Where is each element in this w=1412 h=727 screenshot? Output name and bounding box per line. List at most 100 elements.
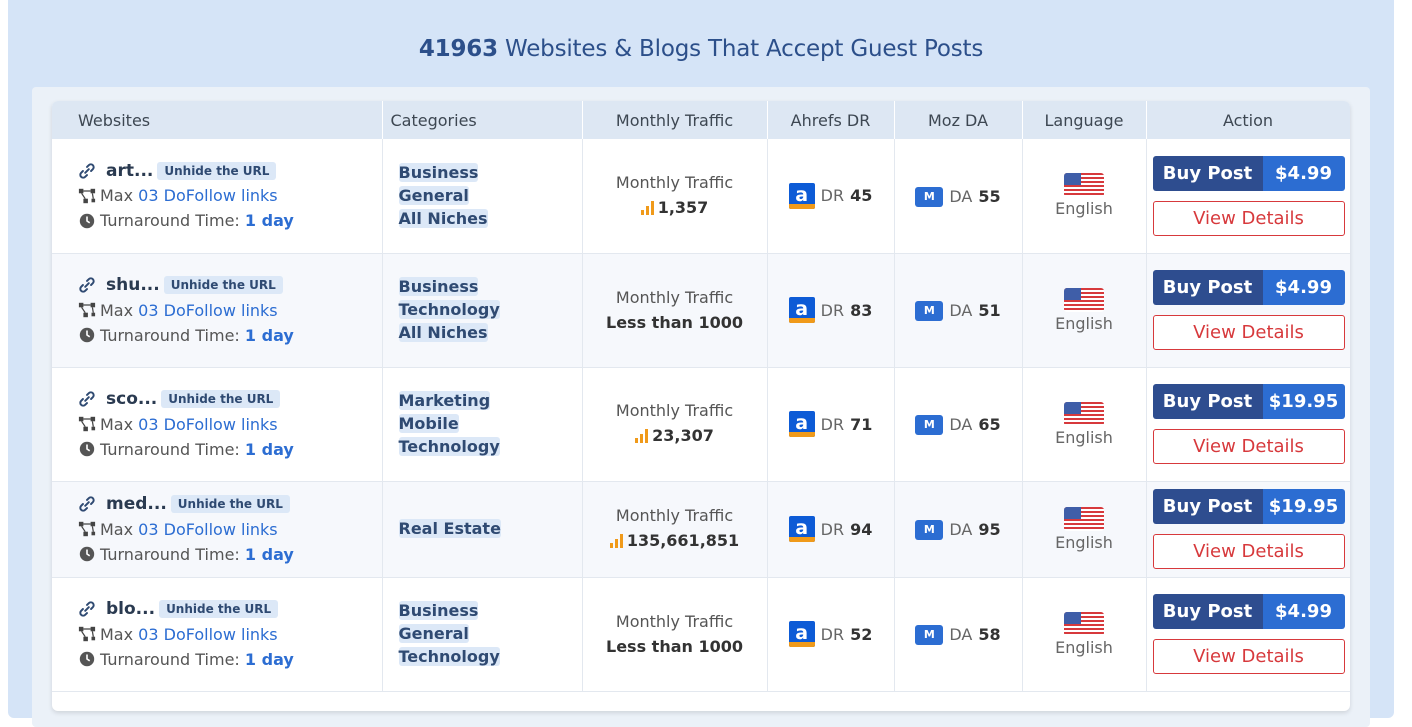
- categories-cell: Business General All Niches: [382, 139, 583, 254]
- traffic-value: Less than 1000: [606, 313, 743, 332]
- nodes-icon: [78, 187, 96, 205]
- traffic-label: Monthly Traffic: [615, 288, 734, 307]
- traffic-value: 23,307: [652, 425, 714, 445]
- site-name[interactable]: art...: [106, 160, 154, 181]
- us-flag-icon: [1064, 611, 1104, 636]
- language-cell: English: [1022, 481, 1147, 578]
- price[interactable]: $19.95: [1262, 384, 1345, 419]
- nodes-icon: [78, 520, 96, 538]
- buy-post-label[interactable]: Buy Post: [1152, 270, 1263, 305]
- price[interactable]: $4.99: [1262, 594, 1345, 629]
- table-row: sco... Unhide the URL Max 03 DoFollow li…: [52, 367, 1350, 482]
- unhide-url-button[interactable]: Unhide the URL: [157, 161, 277, 180]
- buy-post-label[interactable]: Buy Post: [1152, 155, 1263, 191]
- nodes-icon: [78, 625, 96, 643]
- col-header-ahrefs-dr[interactable]: Ahrefs DR: [767, 101, 895, 139]
- clock-icon: [78, 545, 96, 563]
- ahrefs-dr-cell: a DR 52: [767, 577, 895, 692]
- category-tag[interactable]: All Niches: [398, 323, 488, 342]
- traffic-cell: Monthly Traffic Less than 1000: [582, 577, 768, 692]
- traffic-cell: Monthly Traffic 23,307: [582, 367, 768, 482]
- ahrefs-icon: a: [788, 297, 815, 323]
- turnaround-label: Turnaround Time:: [100, 325, 240, 345]
- buy-post-label[interactable]: Buy Post: [1152, 594, 1263, 629]
- site-name[interactable]: med...: [106, 494, 167, 514]
- category-tag[interactable]: Technology: [398, 647, 500, 666]
- col-header-language[interactable]: Language: [1022, 101, 1147, 139]
- turnaround-label: Turnaround Time:: [100, 649, 240, 669]
- turnaround-label: Turnaround Time:: [100, 211, 240, 231]
- buy-post-label[interactable]: Buy Post: [1152, 384, 1263, 419]
- site-name[interactable]: sco...: [106, 389, 158, 409]
- traffic-bars-icon: [640, 200, 655, 215]
- ahrefs-icon: a: [788, 621, 815, 647]
- link-icon: [78, 276, 96, 294]
- ahrefs-dr-cell: a DR 45: [767, 139, 895, 254]
- turnaround-value: 1 day: [244, 325, 294, 345]
- turnaround-value: 1 day: [244, 439, 294, 459]
- view-details-button[interactable]: View Details: [1152, 534, 1345, 569]
- category-tag[interactable]: General: [398, 624, 469, 643]
- traffic-bars-icon: [635, 428, 649, 444]
- category-tag[interactable]: Technology: [398, 437, 500, 456]
- action-cell: Buy Post $4.99 View Details: [1146, 577, 1350, 692]
- view-details-button[interactable]: View Details: [1152, 429, 1345, 464]
- col-header-websites[interactable]: Websites: [52, 101, 383, 139]
- buy-post-button[interactable]: Buy Post $19.95: [1152, 384, 1345, 419]
- ahrefs-icon-letter: a: [795, 412, 809, 434]
- price[interactable]: $4.99: [1262, 270, 1345, 305]
- moz-da-cell: M DA 51: [894, 253, 1023, 368]
- view-details-button[interactable]: View Details: [1152, 200, 1345, 236]
- traffic-label: Monthly Traffic: [615, 400, 734, 420]
- language-value: English: [1055, 313, 1113, 333]
- da-label: DA: [949, 625, 973, 645]
- buy-post-label[interactable]: Buy Post: [1152, 489, 1263, 524]
- turnaround-label: Turnaround Time:: [100, 439, 240, 459]
- col-header-action: Action: [1146, 101, 1350, 139]
- col-header-categories[interactable]: Categories: [382, 101, 583, 139]
- language-value: English: [1055, 532, 1113, 552]
- us-flag-icon: [1064, 173, 1104, 198]
- buy-post-button[interactable]: Buy Post $4.99: [1152, 594, 1345, 629]
- ahrefs-dr-cell: a DR 94: [767, 481, 895, 578]
- max-label: Max: [100, 414, 134, 434]
- buy-post-button[interactable]: Buy Post $4.99: [1152, 270, 1345, 305]
- unhide-url-button[interactable]: Unhide the URL: [163, 276, 283, 294]
- view-details-button[interactable]: View Details: [1152, 315, 1345, 350]
- buy-post-button[interactable]: Buy Post $4.99: [1152, 155, 1345, 191]
- category-tag[interactable]: Business: [398, 601, 479, 620]
- price[interactable]: $4.99: [1262, 155, 1345, 191]
- action-cell: Buy Post $4.99 View Details: [1146, 253, 1350, 368]
- dr-label: DR: [820, 519, 845, 539]
- category-tag[interactable]: General: [398, 185, 469, 205]
- site-name[interactable]: blo...: [106, 599, 156, 619]
- view-details-button[interactable]: View Details: [1152, 639, 1345, 674]
- clock-icon: [78, 650, 96, 668]
- page-background: 41963 Websites & Blogs That Accept Guest…: [8, 0, 1394, 727]
- category-tag[interactable]: Business: [398, 277, 479, 296]
- sites-table: Websites Categories Monthly Traffic Ahre…: [52, 101, 1350, 692]
- category-tag[interactable]: Real Estate: [398, 519, 501, 538]
- sites-table-wrapper: Websites Categories Monthly Traffic Ahre…: [52, 101, 1350, 711]
- buy-post-button[interactable]: Buy Post $19.95: [1152, 489, 1345, 524]
- category-tag[interactable]: Mobile: [398, 414, 459, 433]
- traffic-bars-icon: [609, 533, 624, 549]
- page-title-text: Websites & Blogs That Accept Guest Posts: [505, 36, 984, 62]
- category-tag[interactable]: Technology: [398, 300, 500, 319]
- unhide-url-button[interactable]: Unhide the URL: [161, 390, 281, 408]
- category-tag[interactable]: Marketing: [398, 391, 491, 410]
- unhide-url-button[interactable]: Unhide the URL: [170, 495, 290, 513]
- unhide-url-button[interactable]: Unhide the URL: [159, 600, 279, 618]
- col-header-traffic[interactable]: Monthly Traffic: [582, 101, 768, 139]
- col-header-moz-da[interactable]: Moz DA: [894, 101, 1023, 139]
- nodes-icon: [78, 415, 96, 433]
- max-label: Max: [100, 624, 134, 644]
- moz-icon: M: [915, 624, 944, 645]
- dr-label: DR: [820, 624, 845, 644]
- category-tag[interactable]: Business: [398, 162, 479, 182]
- category-tag[interactable]: All Niches: [398, 208, 488, 228]
- site-name[interactable]: shu...: [106, 275, 160, 295]
- price[interactable]: $19.95: [1262, 489, 1345, 524]
- page-title: 41963 Websites & Blogs That Accept Guest…: [8, 36, 1394, 62]
- language-value: English: [1055, 427, 1113, 447]
